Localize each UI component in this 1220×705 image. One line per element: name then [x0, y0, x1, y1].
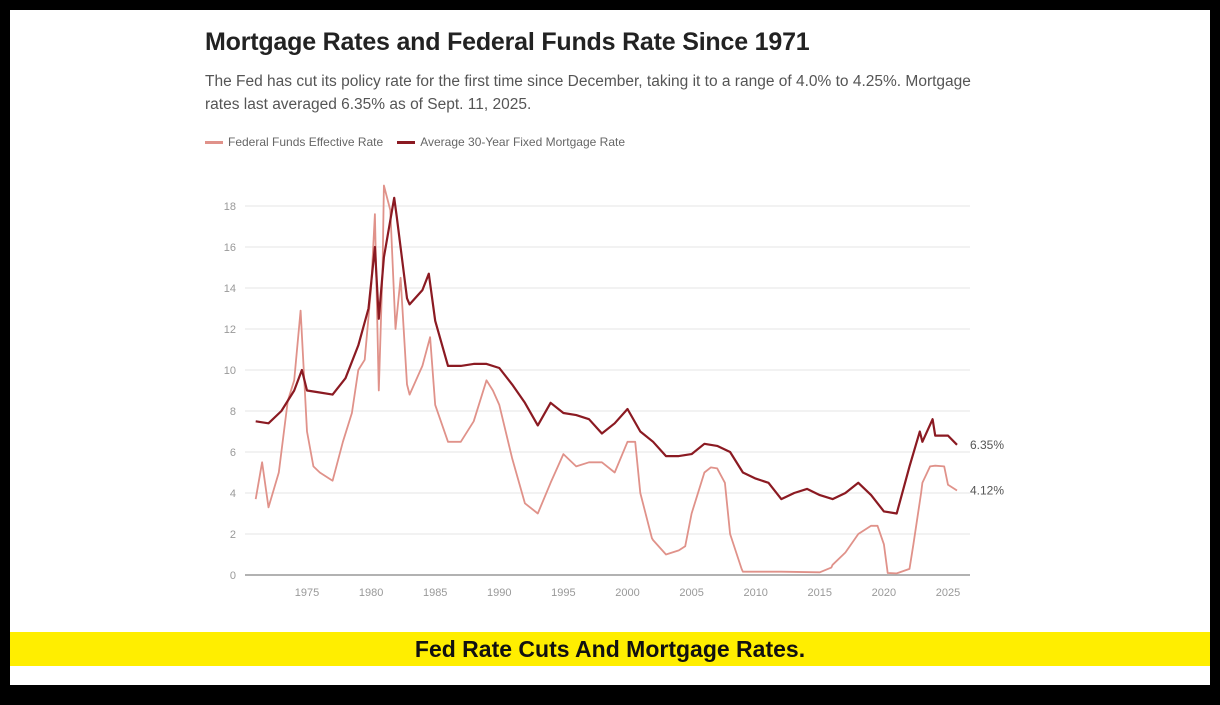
y-tick-label: 0: [230, 570, 236, 582]
x-tick-label: 1985: [423, 587, 447, 599]
y-tick-label: 4: [230, 488, 236, 500]
caption-text: Fed Rate Cuts And Mortgage Rates.: [414, 635, 806, 662]
x-tick-label: 2015: [808, 587, 832, 599]
y-tick-label: 10: [224, 365, 236, 377]
legend-item-mortgage: Average 30-Year Fixed Mortgage Rate: [397, 135, 625, 149]
x-tick-label: 1975: [295, 587, 319, 599]
legend-label: Average 30-Year Fixed Mortgage Rate: [420, 135, 625, 149]
y-tick-label: 6: [230, 447, 236, 459]
legend-item-fed-funds: Federal Funds Effective Rate: [205, 135, 383, 149]
fed-funds-rate-line: [254, 184, 958, 575]
x-tick-label: 2000: [615, 587, 639, 599]
x-tick-label: 2025: [936, 587, 960, 599]
end-value-label: 4.12%: [970, 484, 1004, 498]
y-tick-label: 2: [230, 529, 236, 541]
legend-swatch-mortgage: [397, 140, 416, 144]
x-tick-label: 2020: [872, 587, 896, 599]
chart-title: Mortgage Rates and Federal Funds Rate Si…: [205, 28, 810, 56]
y-tick-label: 18: [224, 201, 236, 213]
y-tick-label: 8: [230, 406, 236, 418]
x-tick-label: 2010: [743, 587, 767, 599]
x-tick-label: 1995: [551, 587, 575, 599]
legend: Federal Funds Effective Rate Average 30-…: [205, 135, 625, 149]
chart-panel: Mortgage Rates and Federal Funds Rate Si…: [10, 10, 1210, 685]
y-tick-label: 16: [224, 242, 236, 254]
chart-subtitle: The Fed has cut its policy rate for the …: [205, 73, 971, 113]
x-tick-label: 2005: [679, 587, 703, 599]
x-tick-label: 1980: [359, 587, 383, 599]
y-tick-label: 12: [224, 324, 236, 336]
y-tick-label: 14: [224, 283, 236, 295]
end-value-label: 6.35%: [970, 438, 1004, 452]
legend-swatch-fed-funds: [205, 140, 223, 144]
x-tick-label: 1990: [487, 587, 511, 599]
legend-label: Federal Funds Effective Rate: [228, 135, 384, 149]
caption-banner: Fed Rate Cuts And Mortgage Rates.: [10, 632, 1210, 666]
mortgage-rate-line: [255, 196, 958, 515]
